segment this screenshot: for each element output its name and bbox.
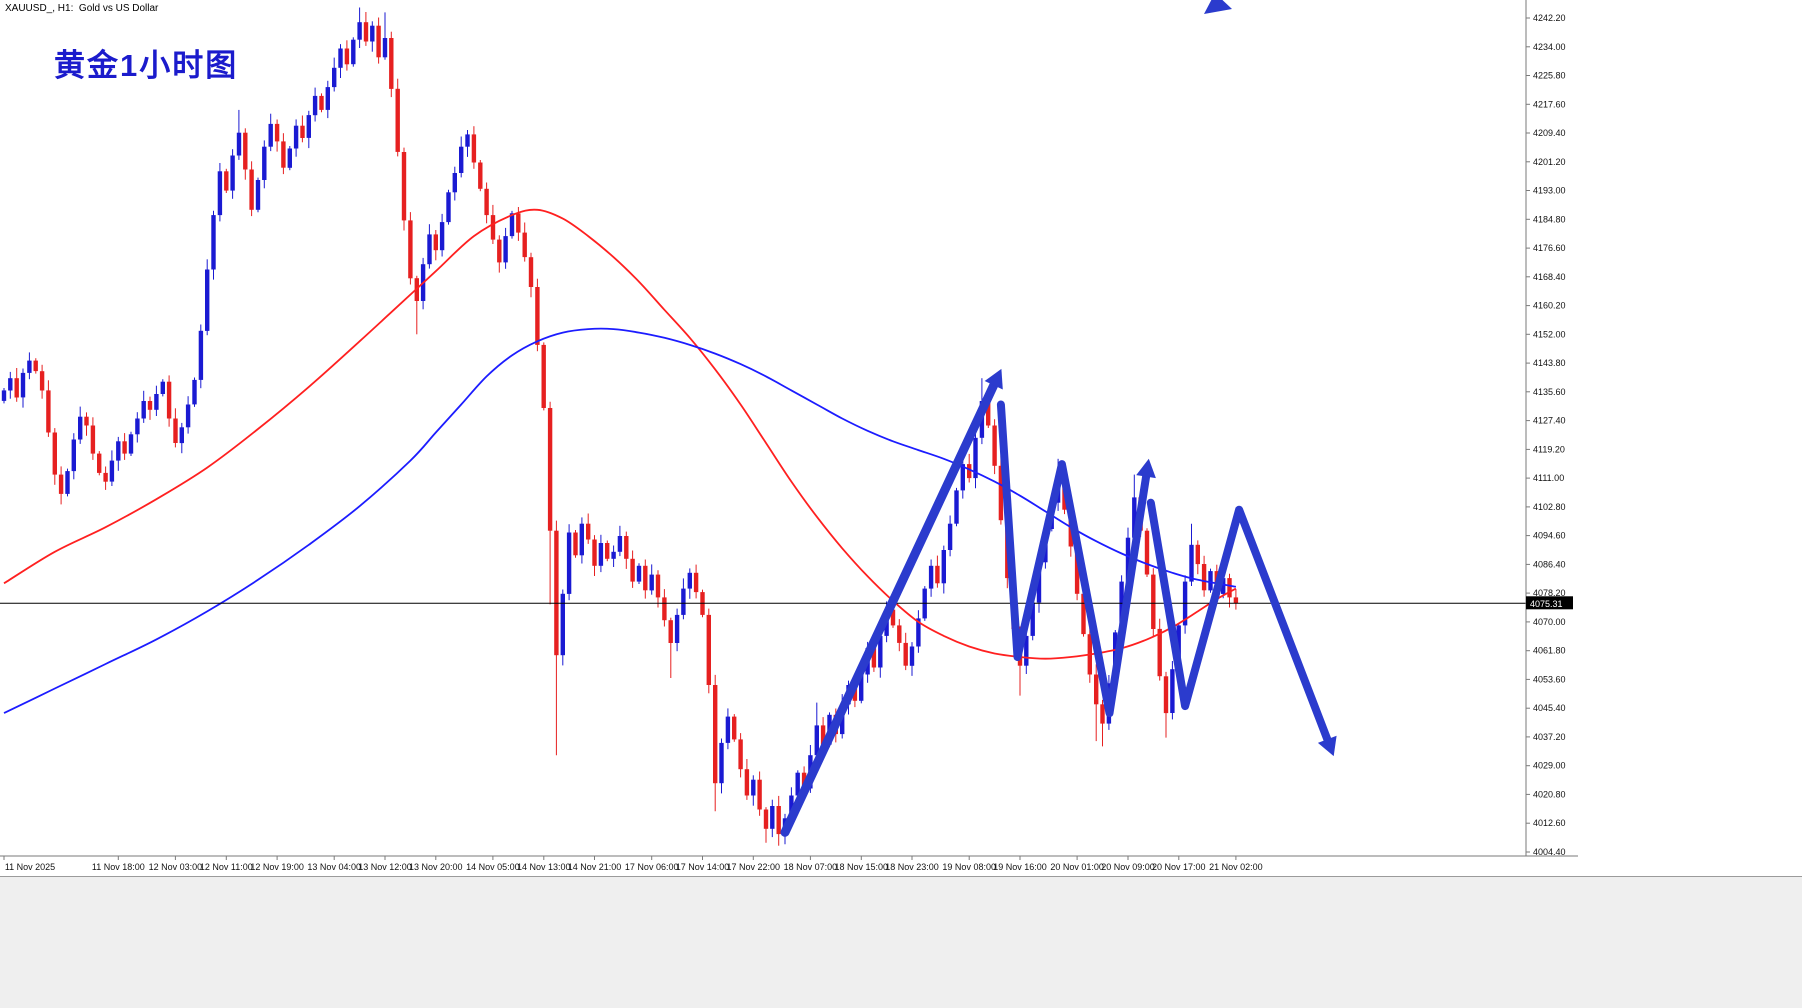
chart-symbol-title: XAUUSD_, H1: Gold vs US Dollar (5, 3, 159, 14)
svg-text:4020.80: 4020.80 (1533, 789, 1566, 799)
corner-arrow-icon (1204, 0, 1232, 14)
candles-layer (1, 7, 1239, 846)
svg-text:4176.60: 4176.60 (1533, 243, 1566, 253)
svg-text:21 Nov 02:00: 21 Nov 02:00 (1209, 862, 1263, 872)
svg-text:19 Nov 16:00: 19 Nov 16:00 (993, 862, 1047, 872)
svg-text:4127.40: 4127.40 (1533, 416, 1566, 426)
svg-text:4209.40: 4209.40 (1533, 128, 1566, 138)
bottom-panel (0, 876, 1802, 1008)
svg-text:4078.20: 4078.20 (1533, 588, 1566, 598)
svg-text:11 Nov 2025: 11 Nov 2025 (5, 862, 55, 872)
svg-text:20 Nov 01:00: 20 Nov 01:00 (1050, 862, 1104, 872)
svg-text:17 Nov 14:00: 17 Nov 14:00 (676, 862, 730, 872)
svg-text:4029.00: 4029.00 (1533, 761, 1566, 771)
svg-text:4004.40: 4004.40 (1533, 847, 1566, 857)
svg-text:4070.00: 4070.00 (1533, 617, 1566, 627)
svg-text:4053.60: 4053.60 (1533, 674, 1566, 684)
svg-text:13 Nov 12:00: 13 Nov 12:00 (358, 862, 412, 872)
svg-text:17 Nov 06:00: 17 Nov 06:00 (625, 862, 679, 872)
svg-text:4037.20: 4037.20 (1533, 732, 1566, 742)
svg-text:18 Nov 07:00: 18 Nov 07:00 (784, 862, 838, 872)
svg-text:4045.40: 4045.40 (1533, 703, 1566, 713)
svg-text:20 Nov 09:00: 20 Nov 09:00 (1101, 862, 1155, 872)
svg-text:12 Nov 03:00: 12 Nov 03:00 (149, 862, 203, 872)
svg-text:14 Nov 05:00: 14 Nov 05:00 (466, 862, 520, 872)
current-price-tag: 4075.31 (1526, 596, 1573, 610)
svg-text:4193.00: 4193.00 (1533, 186, 1566, 196)
svg-text:4119.20: 4119.20 (1533, 444, 1565, 454)
svg-text:13 Nov 04:00: 13 Nov 04:00 (307, 862, 361, 872)
svg-text:4184.80: 4184.80 (1533, 214, 1566, 224)
svg-text:4111.00: 4111.00 (1533, 473, 1564, 483)
svg-text:4061.80: 4061.80 (1533, 646, 1566, 656)
svg-text:4102.80: 4102.80 (1533, 502, 1566, 512)
svg-text:13 Nov 20:00: 13 Nov 20:00 (409, 862, 463, 872)
svg-text:4225.80: 4225.80 (1533, 71, 1566, 81)
svg-text:11 Nov 18:00: 11 Nov 18:00 (92, 862, 145, 872)
svg-text:4135.60: 4135.60 (1533, 387, 1566, 397)
svg-text:4242.20: 4242.20 (1533, 13, 1566, 23)
svg-text:19 Nov 08:00: 19 Nov 08:00 (942, 862, 996, 872)
svg-text:14 Nov 13:00: 14 Nov 13:00 (517, 862, 571, 872)
svg-text:18 Nov 23:00: 18 Nov 23:00 (885, 862, 939, 872)
svg-text:4075.31: 4075.31 (1530, 599, 1563, 609)
svg-text:4012.60: 4012.60 (1533, 818, 1566, 828)
trend-arrows-layer (780, 0, 1337, 837)
svg-text:4152.00: 4152.00 (1533, 329, 1566, 339)
svg-text:12 Nov 11:00: 12 Nov 11:00 (200, 862, 253, 872)
svg-text:4086.40: 4086.40 (1533, 559, 1566, 569)
svg-text:4143.80: 4143.80 (1533, 358, 1566, 368)
svg-text:14 Nov 21:00: 14 Nov 21:00 (568, 862, 622, 872)
svg-text:12 Nov 19:00: 12 Nov 19:00 (250, 862, 304, 872)
svg-text:4234.00: 4234.00 (1533, 42, 1566, 52)
svg-text:4168.40: 4168.40 (1533, 272, 1566, 282)
svg-text:17 Nov 22:00: 17 Nov 22:00 (727, 862, 781, 872)
price-axis[interactable]: 4242.20 4234.00 4225.80 4217.60 4209.40 4201.… (1525, 0, 1566, 857)
svg-text:4094.60: 4094.60 (1533, 531, 1566, 541)
sma-red-line (3, 208, 1237, 660)
chart-annotation-text: 黄金1小时图 (54, 48, 239, 83)
svg-text:20 Nov 17:00: 20 Nov 17:00 (1152, 862, 1206, 872)
svg-text:18 Nov 15:00: 18 Nov 15:00 (835, 862, 889, 872)
svg-text:4217.60: 4217.60 (1533, 99, 1566, 109)
svg-text:4160.20: 4160.20 (1533, 301, 1566, 311)
svg-text:4201.20: 4201.20 (1533, 157, 1566, 167)
